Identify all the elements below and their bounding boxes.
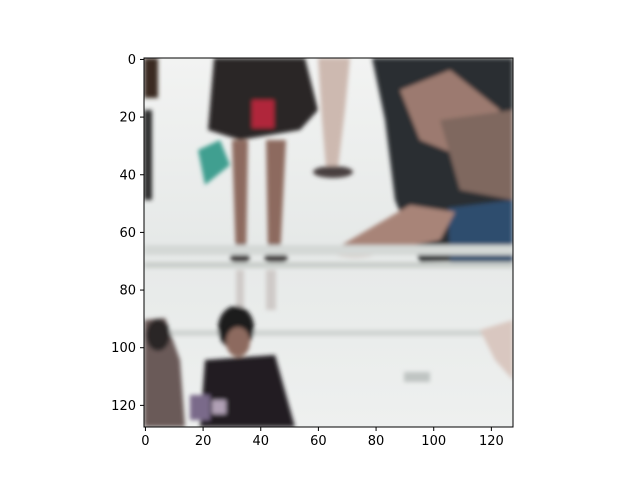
y-tick-label: 100 xyxy=(111,341,136,356)
y-tick-label: 120 xyxy=(111,399,136,414)
plot-frame xyxy=(143,57,514,428)
x-tick-label: 120 xyxy=(479,434,504,449)
x-tick-label: 80 xyxy=(368,434,385,449)
y-tick-label: 0 xyxy=(128,53,136,68)
x-tick-label: 100 xyxy=(421,434,446,449)
y-tick-label: 40 xyxy=(119,168,136,183)
x-tick-label: 40 xyxy=(252,434,269,449)
x-tick-label: 60 xyxy=(310,434,327,449)
x-tick-label: 0 xyxy=(141,434,149,449)
y-tick-label: 20 xyxy=(119,111,136,126)
y-tick-label: 60 xyxy=(119,226,136,241)
y-axis: 0 20 40 60 80 100 120 xyxy=(111,53,144,414)
y-tick-label: 80 xyxy=(119,284,136,299)
photo-image xyxy=(144,58,513,427)
x-tick-label: 20 xyxy=(195,434,212,449)
x-axis: 0 20 40 60 80 100 120 xyxy=(141,427,504,449)
